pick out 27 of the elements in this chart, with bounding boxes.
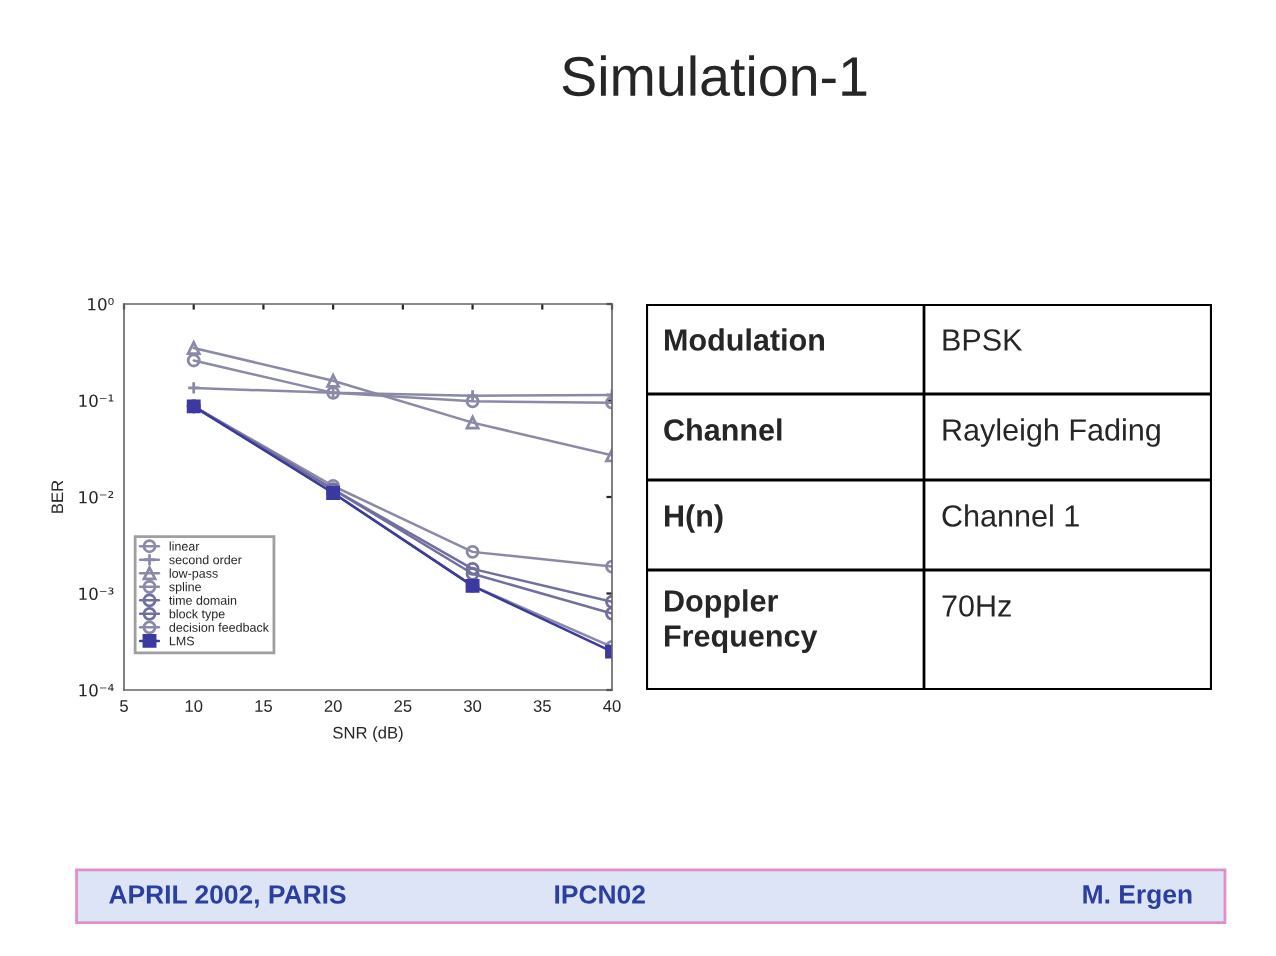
text: Channel bbox=[664, 418, 782, 441]
x-axis-title: SNR (dB) bbox=[333, 726, 403, 742]
text: IPCN02 bbox=[555, 885, 645, 904]
y-axis-title: BER bbox=[51, 480, 64, 513]
text: Rayleigh Fading bbox=[943, 418, 1160, 447]
x-tick-label: 5 bbox=[120, 700, 128, 712]
y-tick-label: 10⁰ bbox=[88, 297, 114, 311]
y-tick-label: 10⁻² bbox=[79, 490, 114, 504]
x-tick-label: 30 bbox=[463, 700, 482, 712]
text: Modulation bbox=[665, 328, 825, 351]
x-tick-label: 40 bbox=[603, 700, 621, 712]
text: Channel 1 bbox=[942, 504, 1079, 527]
x-tick-label: 10 bbox=[185, 700, 203, 712]
y-tick-label: 10⁻¹ bbox=[79, 394, 114, 408]
text: M. Ergen bbox=[1083, 885, 1192, 910]
text: APRIL 2002, PARIS bbox=[109, 885, 346, 908]
text: BPSK bbox=[943, 329, 1023, 351]
y-tick-label: 10⁻⁴ bbox=[79, 683, 114, 697]
x-tick-label: 15 bbox=[255, 700, 272, 712]
text: 70Hz bbox=[942, 595, 1011, 617]
y-tick-label: 10⁻³ bbox=[79, 587, 114, 601]
chart-title: Simulation-1 bbox=[562, 55, 867, 97]
x-tick-label: 35 bbox=[533, 700, 551, 712]
x-tick-label: 20 bbox=[324, 700, 342, 712]
x-tick-label: 25 bbox=[394, 700, 412, 712]
text: Doppler Frequency bbox=[665, 589, 818, 653]
text: H(n) bbox=[665, 504, 723, 533]
